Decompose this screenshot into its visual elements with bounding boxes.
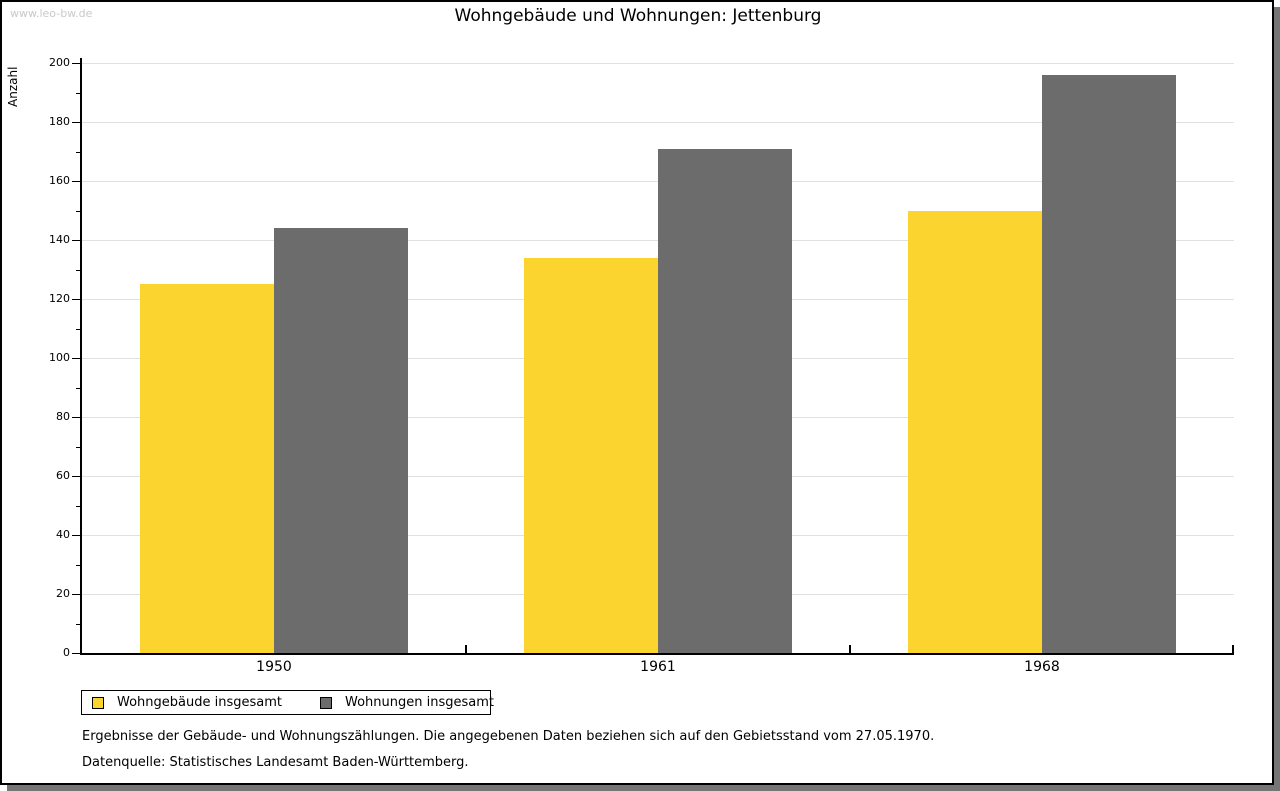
y-axis-major-tick xyxy=(72,122,80,123)
y-axis-minor-tick xyxy=(76,328,80,330)
y-axis-minor-tick xyxy=(76,269,80,271)
y-axis-major-tick xyxy=(72,594,80,595)
y-tick-label: 120 xyxy=(49,292,70,305)
bar xyxy=(140,284,274,653)
y-axis-minor-tick xyxy=(76,623,80,625)
x-tick-label: 1950 xyxy=(256,659,292,675)
chart-title: Wohngebäude und Wohnungen: Jettenburg xyxy=(454,6,822,26)
gridline xyxy=(82,122,1234,123)
bar xyxy=(908,210,1042,653)
x-axis-tick xyxy=(849,645,851,653)
gridline xyxy=(82,63,1234,64)
y-tick-label: 0 xyxy=(63,646,70,659)
y-axis-minor-tick xyxy=(76,505,80,507)
y-tick-label: 40 xyxy=(56,528,70,541)
window-shadow-right xyxy=(1274,7,1280,791)
y-axis-minor-tick xyxy=(76,210,80,212)
legend-item: Wohnungen insgesamt xyxy=(320,695,522,710)
footnote-gebietsstand: Ergebnisse der Gebäude- und Wohnungszähl… xyxy=(82,729,935,744)
y-axis-major-tick xyxy=(72,535,80,536)
x-axis-line xyxy=(80,653,1234,655)
plot-area xyxy=(82,63,1234,653)
window-shadow-bottom xyxy=(7,785,1274,791)
bar xyxy=(1042,74,1176,653)
x-axis-tick xyxy=(465,645,467,653)
x-tick-label: 1961 xyxy=(640,659,676,675)
y-tick-label: 200 xyxy=(49,56,70,69)
legend-label: Wohnungen insgesamt xyxy=(345,695,494,710)
legend-label: Wohngebäude insgesamt xyxy=(117,695,282,710)
legend-item: Wohngebäude insgesamt xyxy=(92,695,310,710)
y-tick-label: 180 xyxy=(49,115,70,128)
bar xyxy=(274,228,408,653)
legend: Wohngebäude insgesamt Wohnungen insgesamt xyxy=(81,690,494,715)
y-axis-label: Anzahl xyxy=(6,66,20,107)
watermark-url: www.leo-bw.de xyxy=(10,7,93,20)
x-axis-end-tick xyxy=(1232,645,1234,653)
y-tick-label: 140 xyxy=(49,233,70,246)
y-axis-major-tick xyxy=(72,63,80,64)
y-axis-minor-tick xyxy=(76,564,80,566)
y-axis-major-tick xyxy=(72,240,80,241)
footnote-datenquelle: Datenquelle: Statistisches Landesamt Bad… xyxy=(82,755,469,770)
bar xyxy=(658,148,792,653)
bar xyxy=(524,257,658,653)
y-axis-minor-tick xyxy=(76,446,80,448)
y-axis-major-tick xyxy=(72,653,80,654)
y-tick-label: 20 xyxy=(56,587,70,600)
y-tick-label: 100 xyxy=(49,351,70,364)
x-tick-label: 1968 xyxy=(1024,659,1060,675)
y-axis-major-tick xyxy=(72,476,80,477)
y-axis-minor-tick xyxy=(76,151,80,153)
y-axis-minor-tick xyxy=(76,387,80,389)
legend-swatch xyxy=(92,696,104,709)
y-axis-major-tick xyxy=(72,181,80,182)
y-axis-minor-tick xyxy=(76,92,80,94)
y-axis-major-tick xyxy=(72,358,80,359)
y-axis-major-tick xyxy=(72,299,80,300)
y-tick-label: 80 xyxy=(56,410,70,423)
y-axis-line xyxy=(80,58,82,655)
y-tick-label: 60 xyxy=(56,469,70,482)
legend-swatch xyxy=(320,696,332,709)
y-tick-label: 160 xyxy=(49,174,70,187)
y-axis-major-tick xyxy=(72,417,80,418)
